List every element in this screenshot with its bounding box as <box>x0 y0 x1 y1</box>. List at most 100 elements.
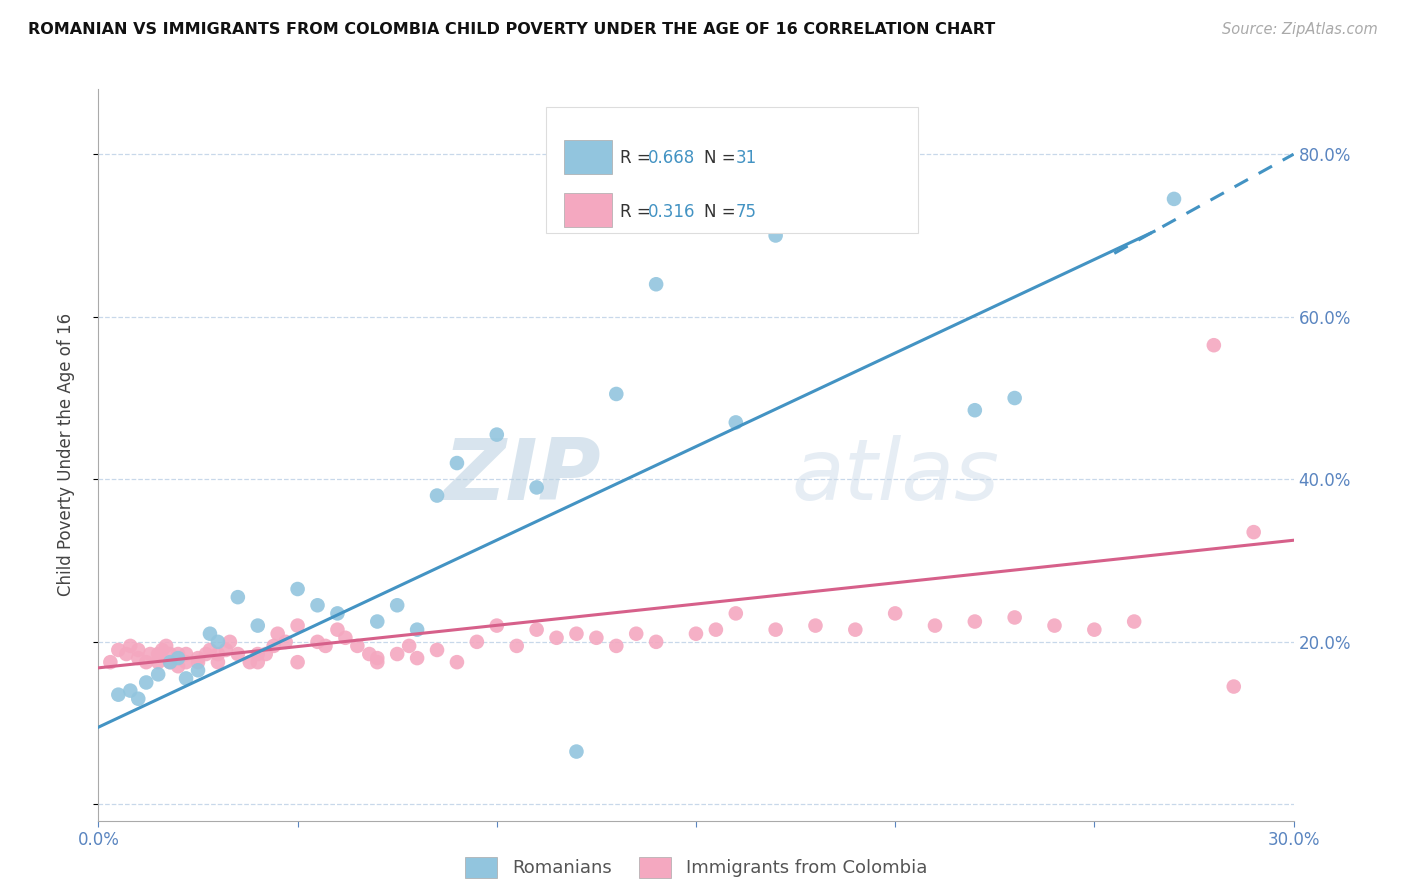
Point <box>704 623 727 637</box>
Point <box>135 675 157 690</box>
Point <box>127 643 149 657</box>
Point <box>565 626 588 640</box>
Point <box>246 618 269 632</box>
Point <box>148 667 170 681</box>
Point <box>187 651 209 665</box>
Point <box>226 647 249 661</box>
Point <box>1123 615 1146 629</box>
Point <box>219 635 242 649</box>
Point <box>765 228 787 243</box>
Point <box>724 416 747 430</box>
Point <box>1222 680 1246 694</box>
Point <box>346 639 368 653</box>
Point <box>107 643 129 657</box>
Point <box>884 607 907 621</box>
Point <box>765 623 787 637</box>
Point <box>159 655 181 669</box>
Point <box>426 489 449 503</box>
Text: R =: R = <box>620 203 657 221</box>
Point <box>366 655 388 669</box>
Point <box>174 672 197 686</box>
Point <box>506 639 529 653</box>
Point <box>127 651 149 665</box>
Point <box>198 626 221 640</box>
Point <box>120 683 142 698</box>
Point <box>239 655 262 669</box>
Point <box>107 688 129 702</box>
Point <box>685 626 707 640</box>
Point <box>546 631 568 645</box>
Point <box>585 631 607 645</box>
Point <box>187 655 209 669</box>
Y-axis label: Child Poverty Under the Age of 16: Child Poverty Under the Age of 16 <box>56 313 75 597</box>
Point <box>385 647 409 661</box>
Text: R =: R = <box>620 150 657 168</box>
Point <box>426 643 449 657</box>
Point <box>207 655 229 669</box>
Point <box>120 639 142 653</box>
Point <box>1004 391 1026 405</box>
Legend: Romanians, Immigrants from Colombia: Romanians, Immigrants from Colombia <box>458 849 934 885</box>
Point <box>115 647 138 661</box>
Point <box>100 655 122 669</box>
Point <box>1202 338 1225 352</box>
Text: ROMANIAN VS IMMIGRANTS FROM COLOMBIA CHILD POVERTY UNDER THE AGE OF 16 CORRELATI: ROMANIAN VS IMMIGRANTS FROM COLOMBIA CHI… <box>28 22 995 37</box>
Point <box>215 643 238 657</box>
Point <box>446 456 468 470</box>
Point <box>366 615 388 629</box>
Point <box>804 618 827 632</box>
Point <box>198 643 221 657</box>
Point <box>335 631 357 645</box>
Point <box>1043 618 1066 632</box>
Text: Source: ZipAtlas.com: Source: ZipAtlas.com <box>1222 22 1378 37</box>
Text: N =: N = <box>704 150 741 168</box>
Point <box>187 663 209 677</box>
Point <box>1083 623 1105 637</box>
Point <box>526 623 548 637</box>
Point <box>263 639 285 653</box>
Point <box>135 655 157 669</box>
Point <box>963 615 986 629</box>
Text: N =: N = <box>704 203 741 221</box>
Point <box>167 651 190 665</box>
Point <box>159 647 181 661</box>
Point <box>645 277 668 292</box>
Point <box>267 626 290 640</box>
Point <box>207 635 229 649</box>
Point <box>167 647 190 661</box>
Point <box>844 623 866 637</box>
Point <box>315 639 337 653</box>
Point <box>287 582 309 596</box>
Point <box>1163 192 1185 206</box>
Text: 0.668: 0.668 <box>648 150 696 168</box>
Point <box>287 618 309 632</box>
Point <box>148 655 170 669</box>
Point <box>605 387 627 401</box>
Point <box>159 655 181 669</box>
Point <box>307 635 329 649</box>
Point <box>963 403 986 417</box>
Text: 0.316: 0.316 <box>648 203 696 221</box>
Point <box>1004 610 1026 624</box>
Point <box>139 647 162 661</box>
Text: 75: 75 <box>735 203 756 221</box>
Point <box>307 599 329 613</box>
Point <box>446 655 468 669</box>
Point <box>485 427 508 442</box>
Point <box>465 635 488 649</box>
Point <box>485 618 508 632</box>
Point <box>167 659 190 673</box>
Point <box>398 639 420 653</box>
Point <box>226 590 249 604</box>
Text: 31: 31 <box>735 150 756 168</box>
Point <box>526 480 548 494</box>
Point <box>195 647 218 661</box>
Point <box>565 745 588 759</box>
Text: ZIP: ZIP <box>443 435 600 518</box>
Point <box>246 655 269 669</box>
Point <box>127 691 149 706</box>
Point <box>274 635 297 649</box>
Point <box>366 651 388 665</box>
Point <box>385 599 409 613</box>
Point <box>246 647 269 661</box>
